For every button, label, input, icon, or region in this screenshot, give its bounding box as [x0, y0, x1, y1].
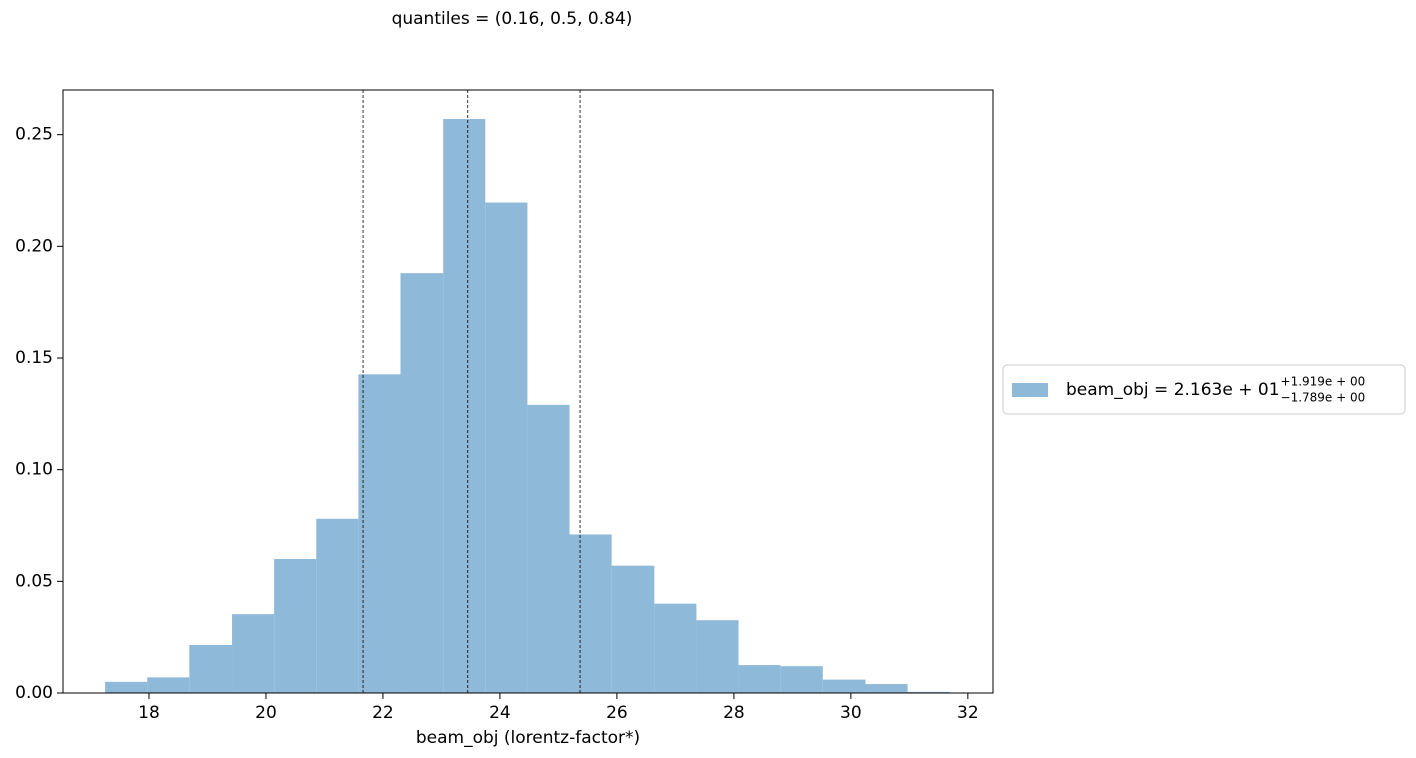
bar — [822, 679, 866, 693]
bar — [189, 644, 233, 693]
bar — [443, 119, 486, 694]
bar — [654, 603, 697, 693]
y-tick-label: 0.05 — [15, 571, 53, 591]
x-tick-label: 26 — [606, 703, 628, 723]
bar — [780, 666, 823, 693]
bar — [611, 565, 655, 693]
x-tick-label: 28 — [723, 703, 745, 723]
bar — [569, 534, 612, 693]
legend: beam_obj = 2.163e + 01 +1.919e + 00 −1.789… — [1002, 364, 1406, 415]
bar — [358, 374, 401, 693]
legend-lower: −1.789e + 00 — [1281, 391, 1366, 405]
x-tick-label: 18 — [138, 703, 160, 723]
bar — [527, 404, 570, 693]
x-tick-label: 24 — [489, 703, 511, 723]
legend-upper: +1.919e + 00 — [1281, 375, 1366, 389]
bar — [907, 691, 950, 693]
y-tick-label: 0.10 — [15, 460, 53, 480]
plot-frame — [62, 89, 994, 694]
x-axis-label: beam_obj (lorentz-factor*) — [416, 728, 640, 748]
legend-label: beam_obj = 2.163e + 01 — [1066, 380, 1280, 400]
bar — [274, 559, 317, 693]
y-tick-label: 0.25 — [15, 125, 53, 145]
x-tick-label: 20 — [255, 703, 277, 723]
bar — [400, 273, 444, 693]
bar — [865, 684, 908, 693]
bar — [316, 518, 359, 693]
bar — [696, 620, 739, 693]
y-tick-label: 0.15 — [15, 348, 53, 368]
legend-frame — [1002, 364, 1406, 415]
chart-title: quantiles = (0.16, 0.5, 0.84) — [392, 9, 633, 29]
bar — [147, 677, 190, 693]
x-tick-label: 22 — [372, 703, 394, 723]
bar — [738, 665, 781, 693]
bar — [232, 614, 275, 693]
y-tick-label: 0.00 — [15, 683, 53, 703]
y-tick-label: 0.20 — [15, 236, 53, 256]
bar — [105, 681, 148, 693]
x-tick-label: 30 — [840, 703, 862, 723]
bar — [485, 202, 528, 693]
x-tick-label: 32 — [957, 703, 979, 723]
legend-swatch — [1012, 383, 1048, 397]
